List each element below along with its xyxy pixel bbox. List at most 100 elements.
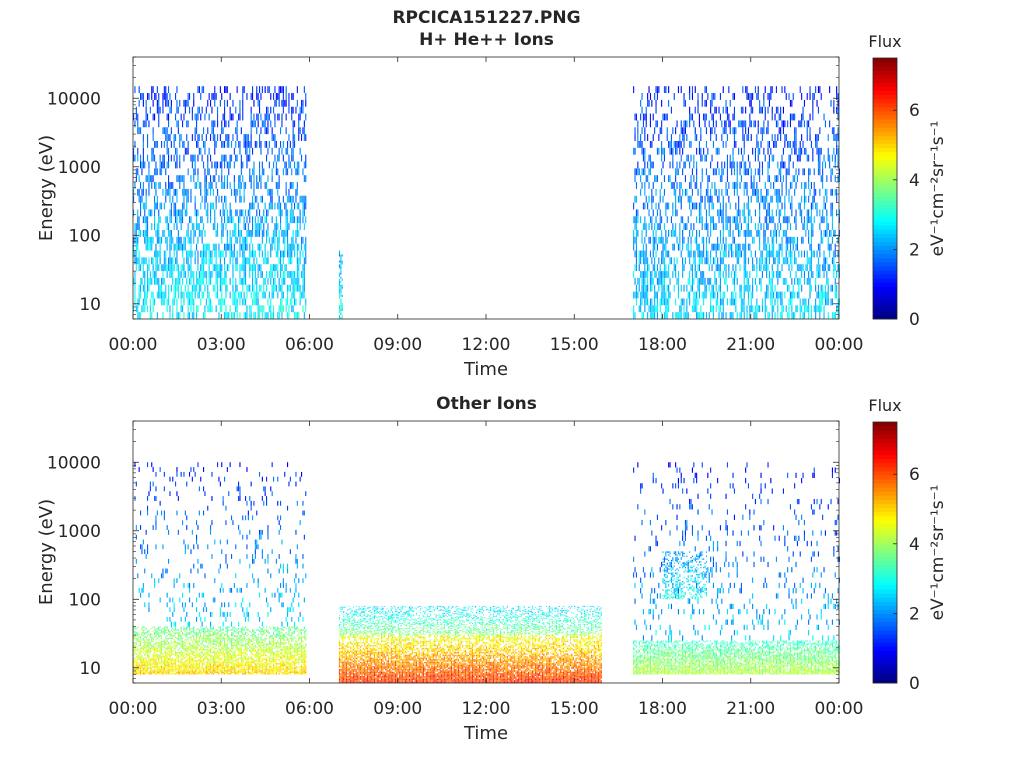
heatmap-cell [785,257,787,265]
heatmap-cell [819,312,821,319]
colorbar-swatch [873,221,897,226]
heatmap-cell [191,668,193,671]
heatmap-cell [172,636,174,638]
heatmap-cell [161,291,163,299]
heatmap-cell [183,671,185,674]
heatmap-cell [267,312,269,319]
heatmap-cell [173,202,175,210]
heatmap-cell [299,127,301,135]
heatmap-cell [184,665,186,668]
heatmap-cell [738,223,740,230]
heatmap-cell [743,264,745,272]
heatmap-cell [633,243,635,251]
heatmap-cell [806,209,808,217]
heatmap-cell [735,127,737,135]
heatmap-cell [259,250,261,258]
heatmap-cell [137,168,139,176]
heatmap-cell [158,636,160,638]
heatmap-cell [638,305,640,313]
heatmap-cell [200,113,202,121]
heatmap-cell [791,312,793,319]
heatmap-cell [176,161,178,169]
heatmap-cell [155,667,157,669]
heatmap-cell [637,127,639,135]
heatmap-cell [145,223,147,230]
heatmap-cell [710,229,712,237]
heatmap-cell [791,195,793,203]
heatmap-cell [142,663,144,665]
heatmap-cell [245,271,247,278]
heatmap-cell [637,168,639,176]
heatmap-cell [134,236,136,244]
heatmap-cell [193,99,195,107]
heatmap-cell [142,657,144,659]
heatmap-cell [746,312,748,319]
heatmap-cell [180,637,182,640]
heatmap-cell [682,127,684,135]
heatmap-cell [305,99,307,107]
heatmap-cell [163,161,165,169]
heatmap-cell [750,175,752,183]
colorbar-swatch [873,249,897,255]
heatmap-cell [750,120,752,128]
heatmap-cell [158,277,160,285]
heatmap-cell [260,243,262,251]
heatmap-cell [168,671,170,674]
heatmap-cell [802,140,804,148]
heatmap-cell [705,216,707,224]
heatmap-cell [149,271,151,278]
heatmap-cell [141,654,143,657]
heatmap-cell [718,243,720,251]
heatmap-cell [197,106,199,114]
heatmap-cell [278,202,280,210]
heatmap-cell [186,649,188,651]
heatmap-cell [210,175,212,183]
heatmap-cell [222,223,224,230]
heatmap-cell [271,195,273,203]
heatmap-cell [179,182,181,189]
heatmap-cell [176,646,178,648]
heatmap-cell [661,127,663,135]
heatmap-cell [722,106,724,114]
heatmap-cell [722,223,724,230]
heatmap-cell [705,209,707,217]
heatmap-cell [134,284,136,292]
heatmap-cell [163,670,165,672]
heatmap-cell [204,243,206,251]
heatmap-cell [163,665,165,668]
colorbar-swatch [873,98,897,104]
heatmap-cell [141,667,143,669]
heatmap-cell [235,236,237,244]
heatmap-cell [203,312,205,319]
heatmap-cell [641,127,643,135]
heatmap-cell [156,168,158,176]
heatmap-cell [176,654,178,657]
heatmap-cell [148,640,150,643]
heatmap-cell [226,86,228,94]
heatmap-cell [787,223,789,230]
heatmap-cell [155,671,157,674]
heatmap-cell [239,106,241,114]
heatmap-cell [163,642,165,644]
heatmap-cell [145,99,147,107]
heatmap-cell [145,236,147,244]
heatmap-cell [191,640,193,643]
heatmap-cell [268,86,270,94]
heatmap-cell [242,243,244,251]
heatmap-cell [652,195,654,203]
heatmap-cell [284,202,286,210]
heatmap-cell [666,271,668,278]
heatmap-cell [168,642,170,644]
heatmap-cell [652,229,654,237]
heatmap-cell [812,195,814,203]
heatmap-cell [186,658,188,661]
heatmap-cell [156,653,158,655]
heatmap-cell [224,216,226,224]
heatmap-cell [686,284,688,292]
heatmap-cell [808,175,810,183]
heatmap-cell [133,654,135,657]
heatmap-cell [134,651,136,654]
heatmap-cell [183,99,185,107]
heatmap-cell [149,661,151,664]
heatmap-cell [175,216,177,224]
